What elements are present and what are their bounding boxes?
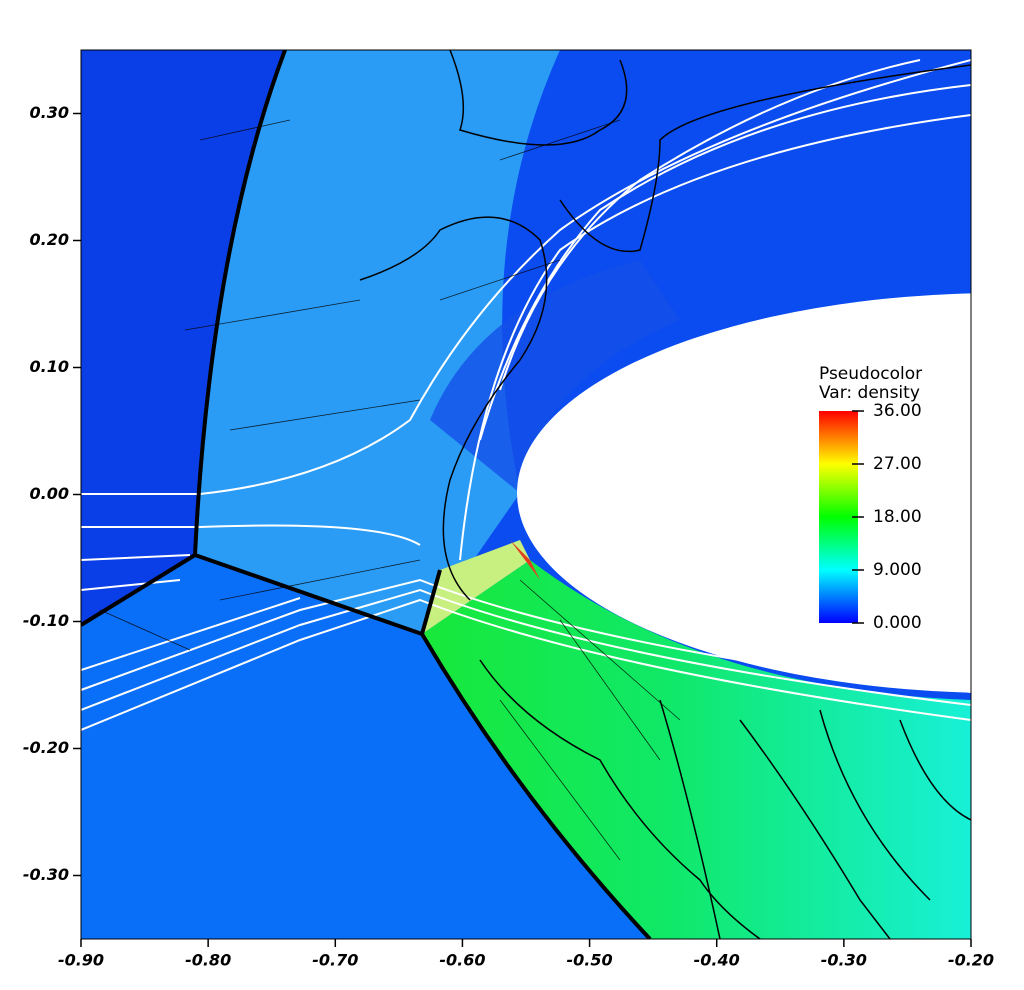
y-tick-label: 0.30 [30,103,69,122]
legend-title: Pseudocolor [819,364,922,384]
y-tick-label: 0.20 [30,230,69,249]
legend-variable: Var: density [819,383,920,403]
y-tick-label: -0.20 [23,738,69,757]
x-tick-label: -0.60 [439,951,485,970]
x-tick-label: -0.20 [948,951,994,970]
y-tick-label: 0.10 [30,357,69,376]
colorbar-tick-label: 0.000 [873,613,922,633]
colorbar-tick-label: 18.00 [873,507,922,527]
field [81,50,971,939]
y-tick-label: 0.00 [30,484,69,503]
colorbar-tick-label: 36.00 [873,401,922,421]
x-tick-label: -0.90 [58,951,104,970]
x-tick-label: -0.80 [185,951,231,970]
y-tick-label: -0.10 [23,611,69,630]
y-tick-label: -0.30 [23,865,69,884]
colorbar-tick-label: 27.00 [873,454,922,474]
colorbar [819,411,858,623]
colorbar-tick-label: 9.000 [873,560,922,580]
x-tick-label: -0.70 [312,951,358,970]
x-tick-label: -0.30 [821,951,867,970]
x-tick-label: -0.50 [567,951,613,970]
x-tick-label: -0.40 [694,951,740,970]
